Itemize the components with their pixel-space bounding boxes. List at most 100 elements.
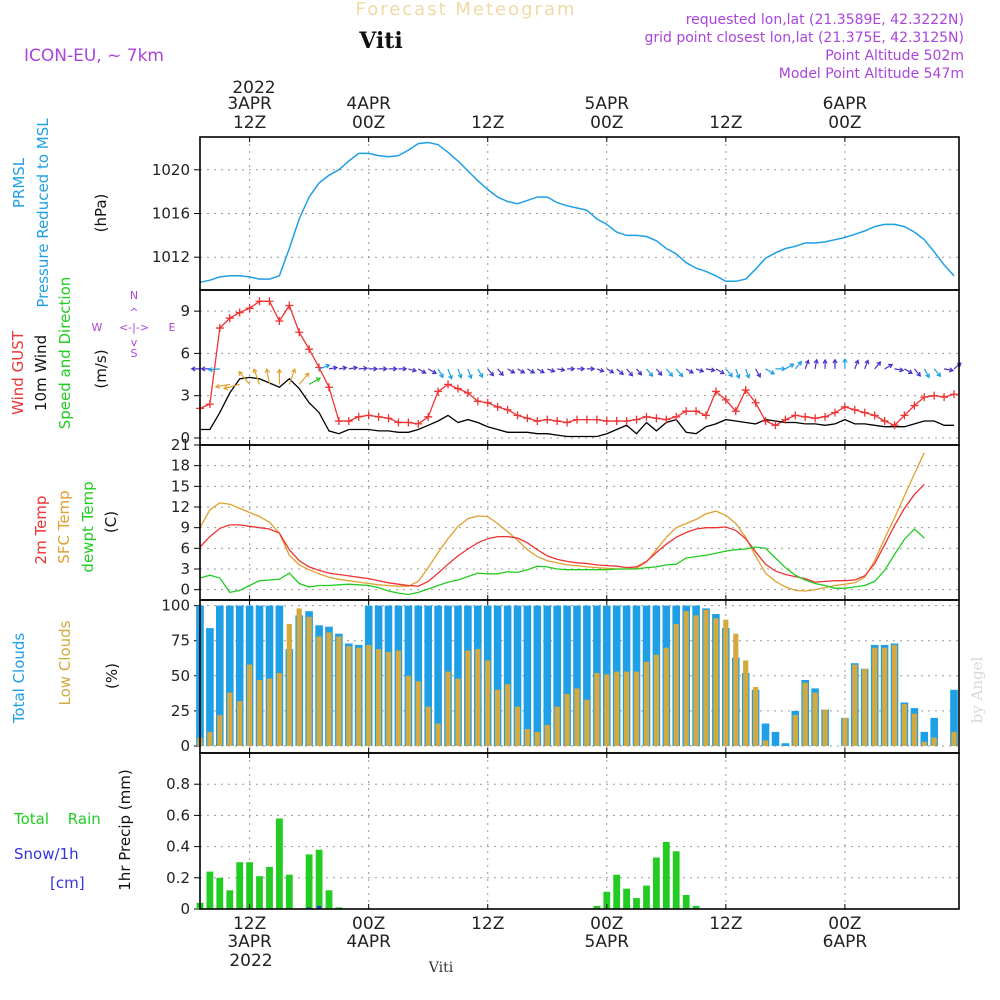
precip-y-tick-label: 0.4 — [166, 838, 190, 856]
total-cloud-bar — [920, 731, 929, 746]
low-cloud-bar — [901, 703, 907, 746]
grid-point-coords: grid point closest lon,lat (21.375E, 42.… — [644, 30, 964, 46]
low-cloud-bar — [812, 692, 818, 746]
low-cloud-bar — [346, 646, 352, 746]
wind-arrow — [943, 367, 955, 373]
gust-point — [444, 380, 453, 389]
gust-point — [434, 387, 443, 396]
total-cloud-bar — [583, 605, 591, 746]
rain-bar — [285, 874, 293, 909]
wind-y-tick-label: 6 — [180, 344, 190, 362]
low-cloud-bar — [286, 623, 292, 746]
wind-arrow — [646, 368, 654, 377]
top-time-label: 12Z — [709, 113, 742, 133]
gust-point — [602, 417, 611, 426]
low-cloud-bar — [882, 647, 888, 746]
low-cloud-bar — [911, 713, 917, 746]
precip-label-cm: [cm] — [50, 874, 85, 892]
gust-point — [850, 405, 859, 414]
wind-arrow — [923, 368, 930, 379]
low-cloud-bar — [326, 632, 332, 746]
low-cloud-bar — [713, 618, 719, 746]
pressure-label-2: Pressure Reduced to MSL — [34, 118, 52, 308]
wind-arrow — [874, 361, 882, 370]
total-cloud-bar — [781, 743, 790, 746]
low-cloud-bar — [693, 615, 699, 746]
gust-point — [533, 417, 542, 426]
gust-point — [473, 397, 482, 406]
pressure-y-tick-label: 1012 — [152, 248, 190, 266]
gust-point — [622, 417, 631, 426]
plot-area: 1012101610200369036912151821025507510000… — [152, 136, 962, 918]
total-cloud-bar — [523, 605, 532, 746]
total-cloud-bar — [235, 605, 244, 746]
low-cloud-bar — [415, 681, 421, 746]
temp-labels: 2m Temp SFC Temp dewpt Temp (C) — [32, 481, 120, 572]
gust-point — [225, 314, 234, 323]
gust-point — [384, 414, 393, 423]
wind-label-10m: 10m Wind — [32, 335, 50, 411]
wind-arrow — [904, 368, 913, 374]
low-cloud-bar — [405, 675, 411, 746]
low-cloud-bar — [852, 664, 858, 746]
wind-arrow — [832, 358, 838, 369]
gust-point — [632, 415, 641, 424]
bottom-time-label: 6APR — [823, 932, 868, 952]
cloud-label-total: Total Clouds — [10, 633, 28, 725]
total-cloud-bar — [553, 605, 561, 746]
total-cloud-bar — [513, 605, 522, 746]
requested-coords: requested lon,lat (21.3589E, 42.3222N) — [686, 12, 964, 28]
temp-y-tick-label: 3 — [180, 560, 190, 578]
compass-up: ^ — [129, 306, 138, 319]
gust-point — [404, 418, 413, 427]
wind-arrow — [417, 368, 427, 374]
gust-point — [374, 412, 383, 421]
precip-bars — [196, 818, 959, 910]
gust-point — [930, 391, 939, 400]
rain-bar — [256, 876, 263, 909]
rain-bar — [276, 818, 283, 909]
low-cloud-bar — [564, 694, 570, 746]
low-cloud-bar — [703, 609, 709, 746]
compass-down: v — [131, 336, 138, 349]
sfc-temp-line — [199, 452, 925, 592]
gust-point — [582, 415, 591, 424]
low-cloud-bar — [643, 661, 650, 746]
wind-unit: (m/s) — [92, 349, 110, 388]
gust-point — [215, 324, 224, 333]
wind-arrow — [348, 365, 359, 371]
wind-arrow — [487, 368, 495, 377]
low-cloud-bar — [753, 687, 759, 746]
gust-point — [553, 417, 562, 426]
rain-bar — [623, 888, 630, 909]
gust-point — [205, 400, 214, 409]
wind-arrow — [665, 368, 674, 377]
low-cloud-bar — [653, 654, 659, 746]
gust-point — [592, 415, 601, 424]
gust-point — [235, 308, 244, 317]
gust-point — [940, 393, 949, 402]
low-cloud-bar — [733, 633, 739, 746]
rain-bar — [613, 874, 621, 909]
rain-bar — [246, 862, 253, 909]
compass-n: N — [130, 289, 138, 302]
credit: by Angel — [968, 656, 986, 723]
gust-point — [275, 317, 284, 325]
low-cloud-bar — [445, 671, 451, 746]
gust-point — [493, 402, 502, 411]
wind-arrow — [794, 360, 803, 370]
wind-label-gust: Wind GUST — [9, 330, 27, 415]
temp2m-line — [199, 483, 925, 587]
wind-arrow — [388, 366, 398, 372]
wind-arrow — [497, 368, 504, 377]
low-cloud-bar — [495, 689, 501, 746]
low-cloud-bar — [296, 608, 302, 746]
top-time-label: 00Z — [590, 113, 623, 133]
total-cloud-bar — [543, 605, 552, 746]
gust-point — [801, 412, 810, 421]
wind-arrow — [894, 367, 905, 373]
wind-arrow — [207, 367, 220, 373]
wind-arrow — [785, 363, 795, 370]
low-cloud-bar — [842, 717, 848, 746]
low-cloud-bar — [227, 692, 233, 746]
